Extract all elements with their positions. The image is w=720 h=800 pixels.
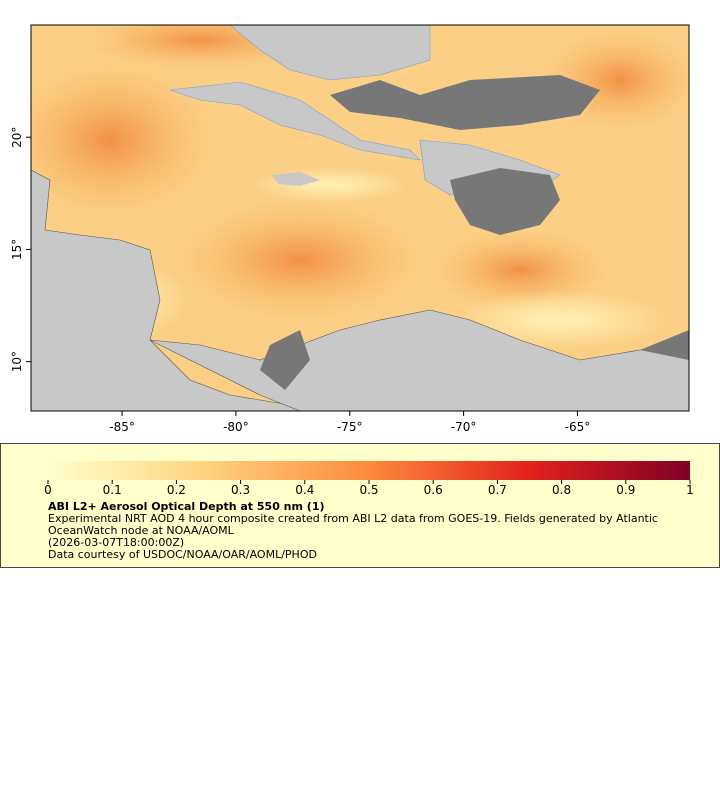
colorbar-tick-label: 0.8 bbox=[552, 483, 571, 497]
colorbar-tick-label: 1 bbox=[686, 483, 694, 497]
map-frame bbox=[30, 24, 690, 412]
legend-text: ABI L2+ Aerosol Optical Depth at 550 nm … bbox=[48, 501, 688, 561]
legend-title: ABI L2+ Aerosol Optical Depth at 550 nm … bbox=[48, 500, 325, 513]
colorbar-tick-label: 0.5 bbox=[359, 483, 378, 497]
legend-time: (2026-03-07T18:00:00Z) bbox=[48, 536, 185, 549]
colorbar-scale bbox=[48, 461, 690, 480]
legend: 0 0.1 0.2 0.3 0.4 0.5 0.6 0.7 0.8 0.9 1 ABI L2+ Ae… bbox=[0, 443, 720, 568]
x-tick-label: -65° bbox=[565, 420, 591, 434]
colorbar-tick-label: 0.1 bbox=[103, 483, 122, 497]
colorbar: 0 0.1 0.2 0.3 0.4 0.5 0.6 0.7 0.8 0.9 1 bbox=[44, 461, 694, 497]
x-tick-label: -80° bbox=[223, 420, 249, 434]
legend-credit: Data courtesy of USDOC/NOAA/OAR/AOML/PHO… bbox=[48, 548, 317, 561]
colorbar-tick-label: 0.9 bbox=[616, 483, 635, 497]
colorbar-tick-label: 0.7 bbox=[488, 483, 507, 497]
colorbar-tick-label: 0.4 bbox=[295, 483, 314, 497]
map-image bbox=[31, 25, 689, 411]
legend-description: Experimental NRT AOD 4 hour composite cr… bbox=[48, 512, 658, 537]
map: -85° -80° -75° -70° -65° 10° 15° 20° bbox=[10, 24, 690, 434]
y-tick-label: 20° bbox=[10, 127, 24, 148]
colorbar-tick-label: 0.2 bbox=[167, 483, 186, 497]
colorbar-tick-label: 0.3 bbox=[231, 483, 250, 497]
x-tick-label: -70° bbox=[451, 420, 477, 434]
y-tick-label: 15° bbox=[10, 239, 24, 260]
x-tick-label: -75° bbox=[337, 420, 363, 434]
x-tick-label: -85° bbox=[109, 420, 135, 434]
colorbar-tick-label: 0 bbox=[44, 483, 52, 497]
colorbar-tick-label: 0.6 bbox=[424, 483, 443, 497]
y-tick-label: 10° bbox=[10, 351, 24, 372]
